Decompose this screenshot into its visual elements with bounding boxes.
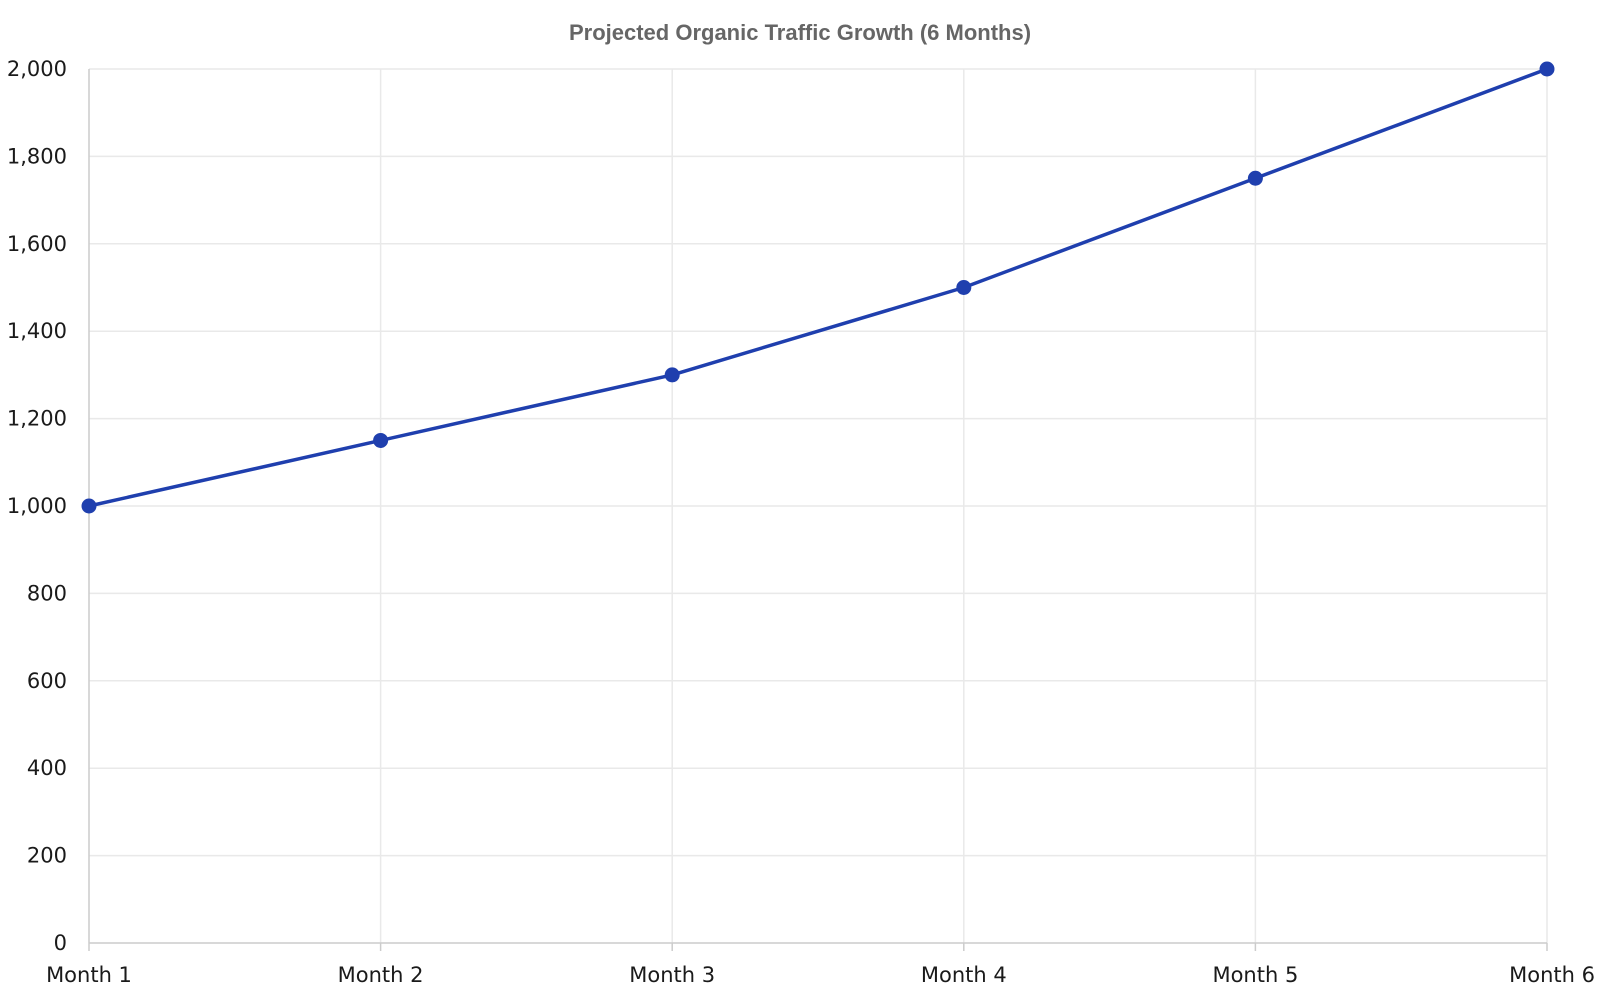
x-tick-label: Month 5 (1212, 963, 1298, 987)
y-tick-label: 1,400 (7, 319, 67, 343)
y-tick-label: 0 (54, 931, 67, 955)
y-tick-label: 200 (27, 844, 67, 868)
x-axis-tick-labels: Month 1 Month 2 Month 3 Month 4 Month 5 Month… (46, 963, 1595, 987)
x-tick-label: Month 2 (338, 963, 424, 987)
y-tick-label: 600 (27, 669, 67, 693)
y-axis-tick-labels: 0 200 400 600 800 1,000 1,200 1,400 1,600 1,800 2,… (7, 57, 67, 955)
data-series (81, 61, 1555, 514)
data-point[interactable] (664, 367, 680, 383)
x-tick-label: Month 6 (1509, 963, 1595, 987)
y-tick-label: 1,600 (7, 232, 67, 256)
x-tick-label: Month 4 (921, 963, 1007, 987)
y-tick-label: 800 (27, 581, 67, 605)
data-point[interactable] (373, 432, 389, 448)
data-point[interactable] (956, 280, 972, 295)
data-point[interactable] (1539, 61, 1555, 77)
series-line (87, 67, 1549, 508)
x-tick-label: Month 3 (629, 963, 715, 987)
data-point[interactable] (81, 498, 97, 514)
y-tick-label: 1,000 (7, 494, 67, 518)
y-tick-label: 1,800 (7, 144, 67, 168)
data-point[interactable] (1247, 170, 1263, 186)
axes (88, 69, 1548, 951)
x-tick-label: Month 1 (46, 963, 132, 987)
y-tick-label: 400 (27, 756, 67, 780)
chart-title: Projected Organic Traffic Growth (6 Mont… (568, 20, 1032, 45)
y-tick-label: 1,200 (7, 407, 67, 431)
y-tick-label: 2,000 (7, 57, 67, 81)
grid-lines (89, 68, 1548, 943)
